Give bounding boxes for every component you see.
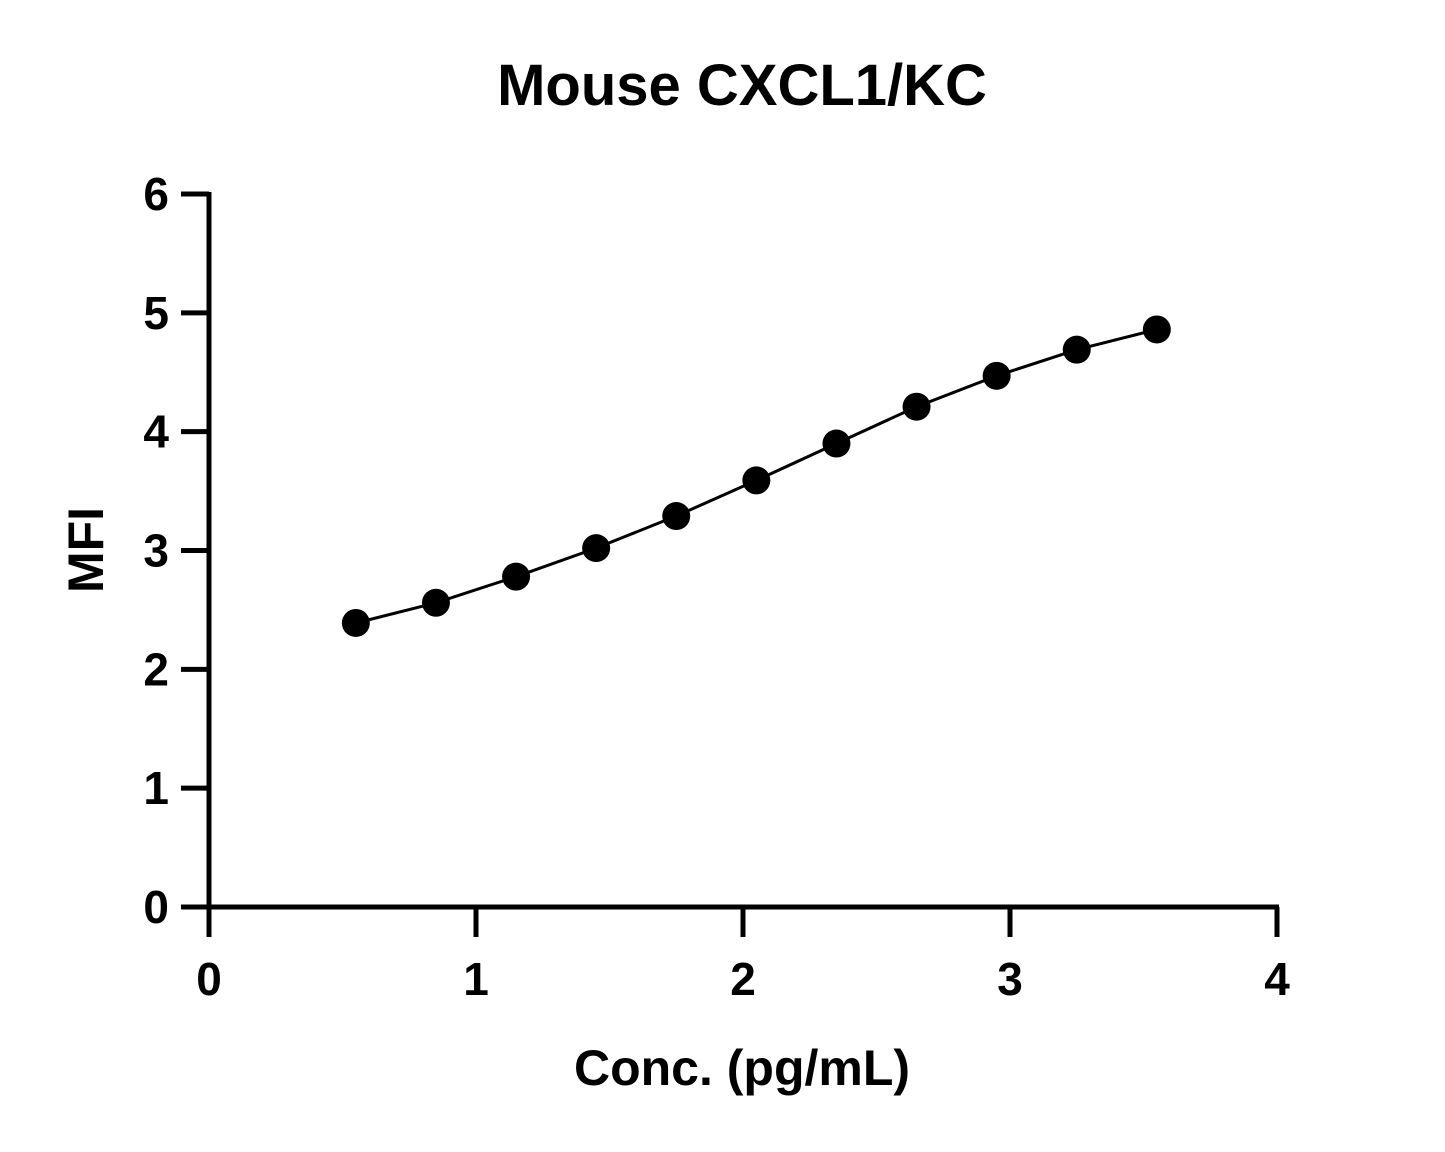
data-point <box>341 608 370 637</box>
x-axis-label: Conc. (pg/mL) <box>574 1040 910 1096</box>
y-axis-label: MFI <box>58 507 114 593</box>
y-tick-label: 6 <box>143 168 169 220</box>
data-point <box>822 429 851 458</box>
x-tick-label: 1 <box>463 953 489 1005</box>
axes-group: 0 1 2 3 4 5 6 0 1 2 3 4 <box>143 168 1290 1005</box>
y-tick-label: 1 <box>143 762 169 814</box>
data-point <box>502 562 531 591</box>
x-tick-label: 4 <box>1264 953 1290 1005</box>
data-point <box>982 361 1011 390</box>
x-tick-label: 2 <box>730 953 756 1005</box>
y-tick-label: 3 <box>143 525 169 577</box>
y-tick-label: 0 <box>143 881 169 933</box>
data-point <box>582 534 611 563</box>
data-point <box>1062 335 1091 364</box>
y-tick-label: 2 <box>143 643 169 695</box>
data-point <box>742 466 771 495</box>
y-tick-label: 5 <box>143 287 169 339</box>
x-tick-label: 3 <box>997 953 1023 1005</box>
chart-title: Mouse CXCL1/KC <box>497 53 987 118</box>
series-group <box>341 315 1171 637</box>
data-point <box>662 502 691 531</box>
data-point <box>421 588 450 617</box>
x-tick-label: 0 <box>196 953 222 1005</box>
data-point <box>902 392 931 421</box>
y-tick-label: 4 <box>143 406 169 458</box>
data-point <box>1142 315 1171 344</box>
